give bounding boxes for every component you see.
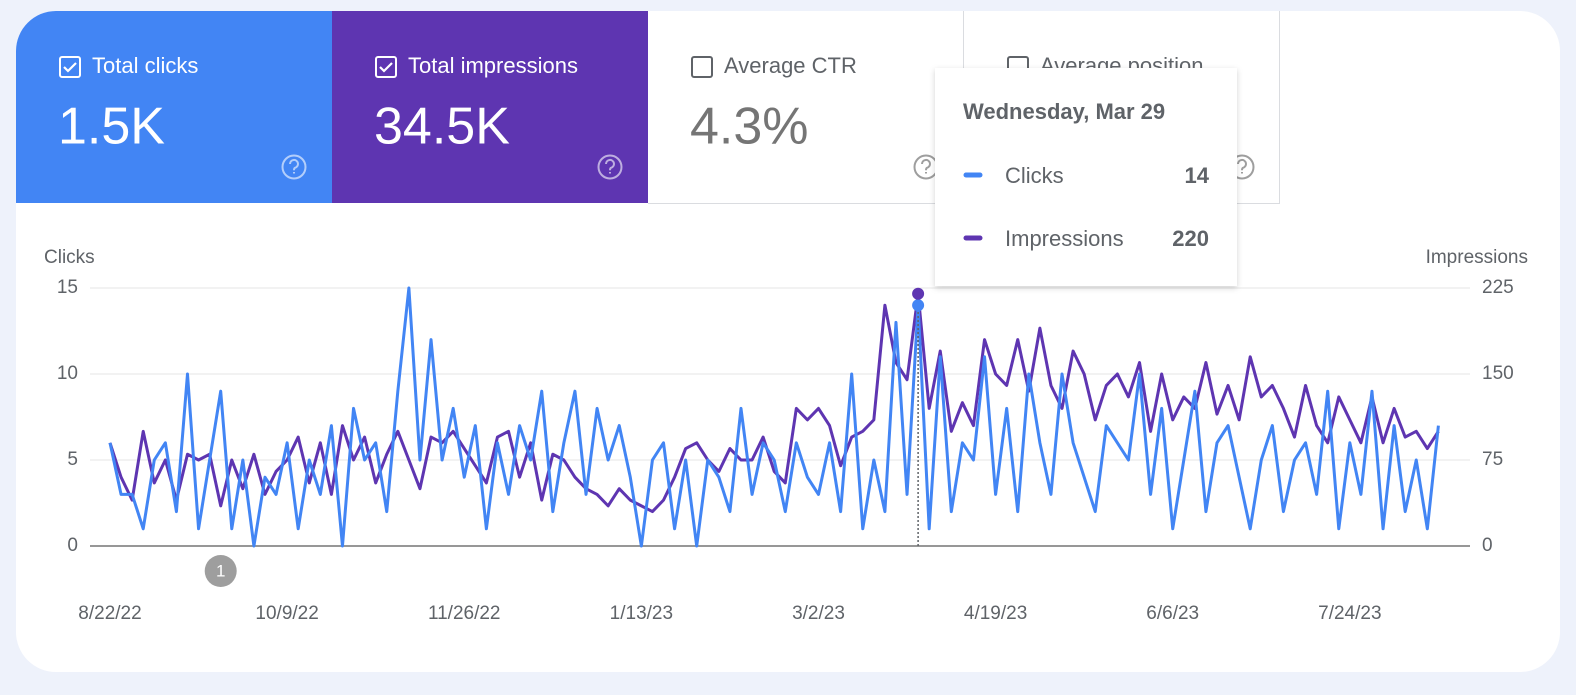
help-icon-mark: [604, 158, 615, 174]
help-icon: [281, 154, 307, 180]
y2-tick-label: 225: [1482, 277, 1514, 298]
tooltip-series-name: Impressions: [1005, 226, 1124, 251]
x-tick-label: 11/26/22: [428, 603, 501, 624]
tooltip-value: 14: [1185, 163, 1210, 188]
x-tick-label: 1/13/23: [610, 603, 673, 624]
y-axis-title: Clicks: [44, 247, 95, 268]
annotation-marker[interactable]: [204, 555, 237, 587]
y-tick-label: 15: [57, 277, 78, 298]
tooltip-series-name: Clicks: [1005, 163, 1064, 188]
metric-label: Average CTR: [724, 53, 857, 78]
checkmark: [379, 62, 393, 73]
hover-point: [912, 287, 925, 300]
checkmark: [63, 62, 77, 73]
y-tick-label: 10: [57, 363, 78, 384]
tooltip-value: 220: [1172, 226, 1209, 251]
tooltip: [935, 68, 1237, 286]
x-tick-label: 8/22/22: [78, 603, 141, 624]
x-tick-label: 7/24/23: [1318, 603, 1381, 624]
metric-card[interactable]: Total clicks 1.5K: [16, 11, 332, 203]
metric-value: 1.5K: [58, 98, 165, 156]
y2-tick-label: 150: [1482, 363, 1514, 384]
help-icon-mark: [1236, 158, 1247, 174]
x-tick-label: 4/19/23: [964, 603, 1027, 624]
series-line: [108, 292, 1440, 514]
y2-tick-label: 0: [1482, 535, 1493, 556]
x-tick-label: 6/6/23: [1146, 603, 1199, 624]
series-line: [108, 286, 1440, 548]
metric-value: 34.5K: [374, 98, 510, 156]
y-tick-label: 5: [67, 449, 78, 470]
y2-axis-title: Impressions: [1426, 247, 1528, 268]
x-tick-label: 10/9/22: [255, 603, 318, 624]
y-tick-label: 0: [67, 535, 78, 556]
y2-tick-label: 75: [1482, 449, 1503, 470]
checkbox: [59, 56, 81, 78]
tooltip-title: Wednesday, Mar 29: [963, 99, 1165, 124]
metric-background: [648, 11, 964, 203]
metric-value: 4.3%: [690, 98, 809, 156]
metric-background: [16, 11, 332, 203]
metric-card[interactable]: Average CTR 4.3%: [648, 11, 964, 204]
metric-label: Total impressions: [408, 53, 578, 78]
checkbox: [691, 56, 713, 78]
metric-card[interactable]: Total impressions 34.5K: [332, 11, 648, 203]
help-icon: [597, 154, 623, 180]
help-icon-mark: [288, 158, 299, 174]
metric-label: Total clicks: [92, 53, 198, 78]
annotation-label: 1: [216, 561, 225, 580]
hover-point: [912, 299, 925, 312]
checkbox: [375, 56, 397, 78]
metric-background: [332, 11, 648, 203]
help-icon-mark: [920, 158, 931, 174]
x-tick-label: 3/2/23: [792, 603, 845, 624]
